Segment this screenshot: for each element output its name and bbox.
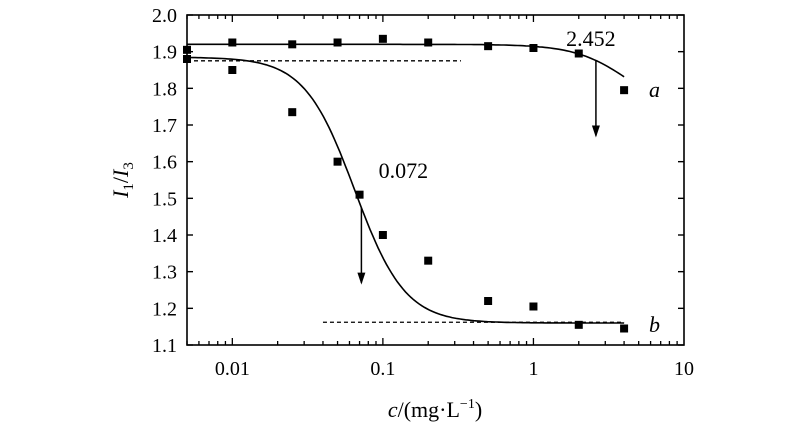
data-point-a (424, 38, 433, 47)
data-point-b (355, 190, 364, 199)
y-tick-label: 1.8 (152, 78, 177, 100)
cmc-label-b: 0.072 (379, 158, 429, 183)
y-tick-label: 1.6 (152, 152, 177, 174)
x-tick-label: 10 (674, 358, 694, 380)
y-tick-label: 1.4 (152, 225, 177, 247)
fit-curve-a (187, 43, 625, 78)
y-tick-label: 1.1 (152, 335, 177, 357)
data-point-a (183, 45, 191, 54)
data-point-b (228, 66, 237, 74)
cmc-arrowhead-a (591, 125, 600, 138)
series-label-b: b (649, 312, 660, 337)
y-axis-label: I1/I3 (108, 162, 137, 199)
data-point-b (288, 108, 297, 117)
data-point-b (333, 157, 342, 166)
data-point-a (620, 86, 629, 95)
plot-frame (186, 14, 685, 346)
data-point-b (183, 55, 191, 63)
data-point-b (529, 302, 538, 311)
data-points (183, 34, 629, 333)
x-tick-label: 0.1 (370, 358, 395, 380)
cmc-arrows (357, 60, 600, 285)
data-point-b (574, 320, 583, 329)
data-point-b (484, 297, 493, 305)
y-tick-label: 2.0 (152, 5, 177, 27)
axis-ticks: 1.1 1.2 1.3 1.4 1.5 1.6 1.7 1.8 1.9 2.0 0.01 0.1 1 10 (152, 5, 694, 380)
y-tick-label: 1.7 (152, 115, 177, 137)
fit-curve-b (187, 56, 625, 324)
x-tick-label: 0.01 (215, 358, 250, 380)
cmc-arrowhead-b (357, 272, 366, 285)
data-point-b (620, 324, 629, 333)
data-point-b (378, 231, 387, 239)
y-tick-label: 1.5 (152, 188, 177, 210)
series-label-a: a (649, 77, 660, 102)
x-axis-label: c/(mg·L−1) (388, 397, 482, 422)
baselines (187, 60, 625, 323)
x-tick-label: 1 (528, 358, 538, 380)
data-point-a (333, 38, 342, 47)
y-tick-label: 1.3 (152, 262, 177, 284)
cmc-label-a: 2.452 (566, 26, 616, 51)
y-tick-label: 1.2 (152, 298, 177, 320)
y-tick-label: 1.9 (152, 42, 177, 64)
data-point-a (574, 49, 583, 58)
data-point-b (424, 256, 433, 265)
data-point-a (288, 40, 297, 49)
data-point-a (378, 34, 387, 43)
data-point-a (484, 42, 493, 51)
data-point-a (228, 38, 237, 47)
annotations: 2.452 0.072 a b (379, 26, 660, 337)
fit-curves (187, 43, 625, 324)
data-point-a (529, 44, 538, 52)
